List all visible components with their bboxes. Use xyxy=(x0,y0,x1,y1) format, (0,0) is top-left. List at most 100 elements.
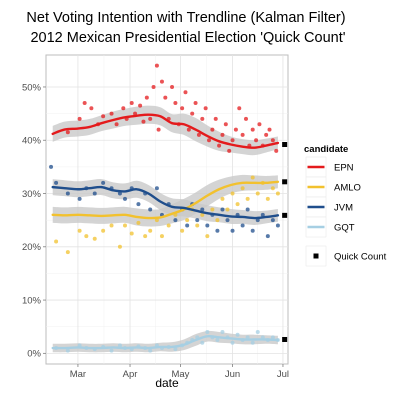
point-epn xyxy=(207,138,212,143)
point-jvm xyxy=(92,191,97,196)
point-epn xyxy=(173,100,178,105)
point-epn xyxy=(129,100,134,105)
point-amlo xyxy=(275,191,280,196)
point-jvm xyxy=(185,223,190,228)
legend-label-epn: EPN xyxy=(334,163,354,174)
point-jvm xyxy=(200,207,205,212)
point-epn xyxy=(101,114,106,119)
point-jvm xyxy=(154,186,159,191)
point-epn xyxy=(223,122,228,127)
point-jvm xyxy=(205,223,210,228)
point-gqt xyxy=(65,348,70,353)
point-jvm xyxy=(195,218,200,223)
point-gqt xyxy=(215,338,220,343)
trendline-gqt xyxy=(51,335,280,350)
quick-count-gqt xyxy=(282,336,288,342)
legend-label-gqt: GQT xyxy=(334,223,355,234)
point-epn xyxy=(217,143,222,148)
point-epn xyxy=(220,132,225,137)
point-gqt xyxy=(230,340,235,345)
point-amlo xyxy=(230,191,235,196)
y-tick-label: 0% xyxy=(27,349,41,360)
point-amlo xyxy=(92,236,97,241)
chart-title-line-2: 2012 Mexican Presidential Election 'Quic… xyxy=(26,30,345,46)
legend: EPN AMLO JVM GQT xyxy=(305,156,361,238)
point-jvm xyxy=(250,228,255,233)
point-jvm xyxy=(245,207,250,212)
point-epn xyxy=(213,116,218,121)
point-epn xyxy=(151,84,156,89)
point-amlo xyxy=(225,207,230,212)
y-tick-label: 40% xyxy=(22,136,42,147)
point-epn xyxy=(254,138,259,143)
point-epn xyxy=(148,116,153,121)
point-amlo xyxy=(270,186,275,191)
y-tick-label: 50% xyxy=(22,82,42,93)
point-epn xyxy=(193,100,198,105)
point-jvm xyxy=(49,164,54,169)
point-amlo xyxy=(210,207,215,212)
legend-label-jvm: JVM xyxy=(334,203,353,214)
point-epn xyxy=(267,127,272,132)
poll-points xyxy=(49,63,280,353)
point-epn xyxy=(264,132,269,137)
quick-count-legend: Quick Count xyxy=(305,245,387,267)
point-jvm xyxy=(220,207,225,212)
quick-count-legend-label: Quick Count xyxy=(334,252,387,263)
point-epn xyxy=(109,111,114,116)
point-gqt xyxy=(250,340,255,345)
point-jvm xyxy=(65,191,70,196)
point-epn xyxy=(230,138,235,143)
point-jvm xyxy=(230,228,235,233)
point-epn xyxy=(180,106,185,111)
point-amlo xyxy=(122,223,127,228)
point-jvm xyxy=(260,212,265,217)
point-amlo xyxy=(265,196,270,201)
point-gqt xyxy=(255,330,260,335)
point-jvm xyxy=(173,218,178,223)
point-amlo xyxy=(117,244,122,249)
point-epn xyxy=(156,127,161,132)
point-amlo xyxy=(101,228,106,233)
point-jvm xyxy=(136,202,141,207)
point-epn xyxy=(274,148,279,153)
point-amlo xyxy=(180,228,185,233)
point-epn xyxy=(77,116,82,121)
legend-label-amlo: AMLO xyxy=(334,183,361,194)
point-amlo xyxy=(166,223,171,228)
point-epn xyxy=(163,95,168,100)
point-gqt xyxy=(270,335,275,340)
point-amlo xyxy=(195,223,200,228)
point-amlo xyxy=(245,196,250,201)
point-amlo xyxy=(129,231,134,236)
point-epn xyxy=(190,111,195,116)
trendline-jvm xyxy=(51,185,280,220)
point-epn xyxy=(233,127,238,132)
point-amlo xyxy=(77,228,82,233)
quick-count-markers xyxy=(282,142,288,342)
point-jvm xyxy=(255,218,260,223)
point-epn xyxy=(89,106,94,111)
point-epn xyxy=(138,103,143,108)
point-jvm xyxy=(275,223,280,228)
point-amlo xyxy=(255,191,260,196)
point-amlo xyxy=(200,212,205,217)
trendline-epn xyxy=(51,113,280,149)
y-tick-label: 10% xyxy=(22,295,42,306)
quick-count-epn xyxy=(282,142,288,148)
point-jvm xyxy=(215,228,220,233)
x-tick-label: Jun xyxy=(225,369,240,380)
quick-count-amlo xyxy=(282,179,288,185)
point-gqt xyxy=(148,348,153,353)
point-amlo xyxy=(109,223,114,228)
point-jvm xyxy=(101,180,106,185)
point-epn xyxy=(144,95,149,100)
trendline-amlo xyxy=(51,180,280,220)
point-epn xyxy=(154,63,159,68)
point-amlo xyxy=(136,220,141,225)
point-amlo xyxy=(54,239,59,244)
point-epn xyxy=(200,116,205,121)
point-gqt xyxy=(235,332,240,337)
point-gqt xyxy=(109,348,114,353)
